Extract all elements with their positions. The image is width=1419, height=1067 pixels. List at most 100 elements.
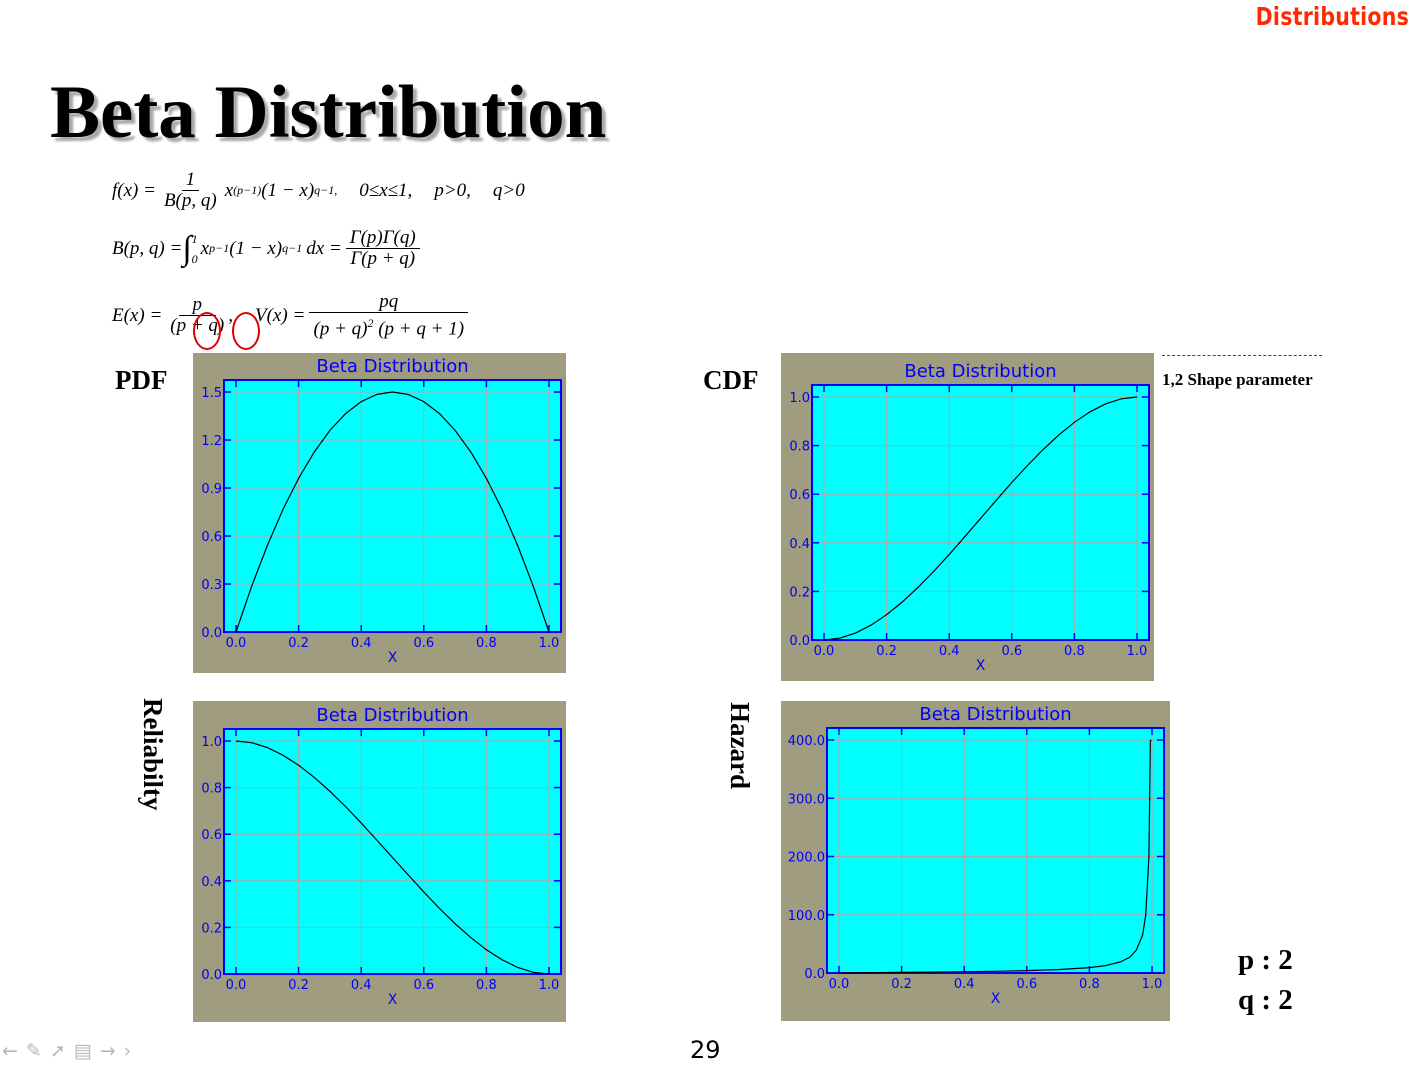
formula-b-fraction: Γ(p)Γ(q) Γ(p + q) [345, 228, 420, 269]
plot-area [224, 729, 561, 974]
chart-title: Beta Distribution [904, 361, 1056, 382]
pdf-chart: 0.0 0.2 0.4 0.6 0.8 1.0 0.0 0.3 0.6 0.9 1.2 1.5 Beta… [193, 353, 566, 673]
x-tick-label: 0.0 [829, 977, 850, 992]
x-tick-label: 1.0 [539, 978, 560, 993]
formula-f-exp1: (p−1) [233, 183, 262, 197]
hazard-label: Hazard [725, 702, 755, 789]
y-tick-label: 0.6 [201, 828, 222, 843]
formula-b-exp2: q−1 [282, 241, 303, 255]
reliability-chart: 0.0 0.2 0.4 0.6 0.8 1.0 0.0 0.2 0.4 0.6 0.8 1.0 Beta… [193, 701, 566, 1022]
x-tick-label: 1.0 [1142, 977, 1163, 992]
y-tick-label: 0.8 [789, 440, 810, 455]
formula-v-lhs: V(x) = [255, 304, 306, 326]
formula-f-cond3: q>0 [492, 179, 525, 201]
formula-b-lhs: B(p, q) = [112, 237, 183, 259]
x-tick-label: 0.8 [1064, 644, 1085, 659]
x-tick-label: 0.8 [476, 978, 497, 993]
chart-title: Beta Distribution [316, 705, 468, 726]
formula-f-mid: (1 − x) [261, 179, 315, 201]
y-tick-label: 1.0 [201, 735, 222, 750]
plot-border [826, 727, 1165, 974]
formula-e-lhs: E(x) = [112, 304, 163, 326]
y-tick-label: 400.0 [788, 734, 825, 749]
y-tick-label: 1.5 [201, 386, 222, 401]
y-tick-label: 0.0 [201, 626, 222, 641]
y-tick-label: 0.0 [789, 634, 810, 649]
y-tick-label: 1.2 [201, 434, 222, 449]
formula-f-fraction: 1 B(p, q) [160, 170, 221, 211]
x-axis-label: X [388, 650, 398, 666]
x-tick-label: 0.4 [351, 978, 372, 993]
page-number: 29 [690, 1036, 721, 1064]
y-tick-label: 0.8 [201, 782, 222, 797]
x-tick-label: 0.8 [1079, 977, 1100, 992]
formula-e-comma: , [228, 304, 233, 326]
series-line [823, 396, 1138, 641]
formula-v-den-a: (p + q) [313, 318, 368, 340]
y-tick-label: 0.2 [201, 921, 222, 936]
formula-f-cond1: 0≤x≤1, [359, 179, 413, 201]
mean-variance-formula: E(x) = p (p + q) , V(x) = pq (p + q)2 (p… [112, 292, 472, 339]
x-axis-label: X [976, 658, 986, 674]
x-tick-label: 0.0 [814, 644, 835, 659]
y-tick-label: 0.4 [789, 537, 810, 552]
y-tick-label: 0.6 [201, 530, 222, 545]
x-tick-label: 0.4 [939, 644, 960, 659]
y-tick-label: 0.0 [201, 968, 222, 983]
series-line [235, 740, 550, 975]
y-tick-label: 1.0 [789, 391, 810, 406]
y-tick-label: 200.0 [788, 851, 825, 866]
y-tick-label: 0.2 [789, 585, 810, 600]
pointer-icon[interactable]: ➚ [49, 1040, 74, 1062]
shape-parameter-note: 1,2 Shape parameter [1162, 370, 1313, 389]
note-divider [1162, 355, 1322, 356]
plot-area [812, 385, 1149, 640]
formula-f-num: 1 [181, 170, 200, 191]
x-tick-label: 0.0 [226, 636, 247, 651]
formula-f-lhs: f(x) = [112, 179, 156, 201]
x-axis-label: X [991, 991, 1001, 1007]
pen-icon[interactable]: ✎ [25, 1040, 50, 1062]
plot-area [224, 380, 561, 632]
y-tick-label: 0.3 [201, 578, 222, 593]
formula-b-exp1: p−1 [209, 241, 230, 255]
x-tick-label: 0.2 [288, 636, 309, 651]
x-tick-label: 1.0 [1127, 644, 1148, 659]
x-tick-label: 0.4 [954, 977, 975, 992]
formula-b-mid: (1 − x) [229, 237, 283, 259]
y-tick-label: 0.6 [789, 488, 810, 503]
x-tick-label: 0.6 [1016, 977, 1037, 992]
formula-b-num: Γ(p)Γ(q) [345, 228, 420, 249]
y-tick-label: 0.9 [201, 482, 222, 497]
y-tick-label: 0.0 [804, 967, 825, 982]
page-icon[interactable]: ▤ [73, 1040, 100, 1062]
slide-title: Beta Distribution [50, 71, 607, 154]
formula-f-body: x [224, 179, 234, 201]
cdf-label: CDF [703, 365, 759, 395]
x-tick-label: 0.2 [288, 978, 309, 993]
highlight-circle-q [232, 312, 260, 350]
chart-title: Beta Distribution [919, 704, 1071, 725]
y-tick-label: 300.0 [788, 792, 825, 807]
formula-f-cond2: p>0, [434, 179, 471, 201]
x-tick-label: 0.6 [413, 636, 434, 651]
slide-nav-controls[interactable]: ←✎➚▤→› [2, 1040, 139, 1062]
formula-b-dx: dx = [306, 237, 342, 259]
formula-b-x: x [200, 237, 210, 259]
arrow-left-icon[interactable]: ← [2, 1040, 26, 1062]
plot-border [811, 384, 1150, 641]
header-tag: Distributions [1255, 2, 1409, 31]
hazard-chart: 0.0 0.2 0.4 0.6 0.8 1.0 0.0 100.0 200.0 300.0 400.… [781, 701, 1170, 1021]
chevron-right-icon[interactable]: › [123, 1040, 140, 1062]
x-tick-label: 0.6 [413, 978, 434, 993]
beta-function-formula: B(p, q) = ∫ 1 0 x p−1 (1 − x) q−1 dx = Γ(p… [112, 228, 424, 269]
integral-sign: ∫ [182, 229, 192, 267]
x-tick-label: 0.2 [891, 977, 912, 992]
arrow-right-icon[interactable]: → [99, 1040, 124, 1062]
formula-v-den-exp: 2 [367, 316, 374, 330]
x-tick-label: 1.0 [539, 636, 560, 651]
y-tick-label: 0.4 [201, 875, 222, 890]
param-q: q : 2 [1238, 984, 1293, 1016]
x-tick-label: 0.0 [226, 978, 247, 993]
formula-f-den: B(p, q) [163, 190, 217, 211]
